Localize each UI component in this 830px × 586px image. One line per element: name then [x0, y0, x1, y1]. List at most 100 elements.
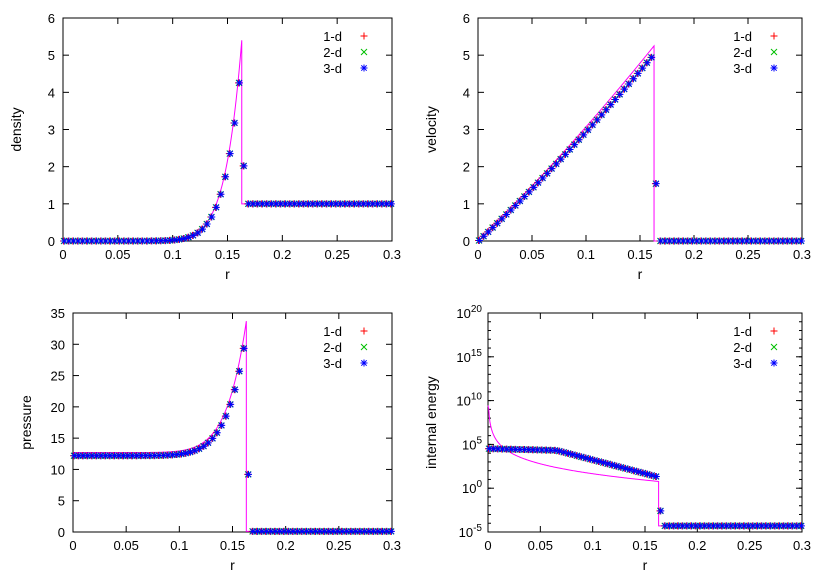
data-point	[304, 200, 312, 208]
legend-marker	[770, 64, 778, 72]
data-point	[88, 237, 96, 245]
data-point	[360, 64, 368, 72]
data-point	[586, 455, 594, 463]
y-tick-label: 0	[58, 525, 65, 540]
data-point	[346, 200, 354, 208]
y-tick-label: 6	[48, 11, 55, 26]
data-point	[604, 460, 612, 468]
data-point	[520, 446, 528, 454]
x-tick-label: 0.15	[632, 538, 657, 553]
data-point	[589, 121, 597, 129]
data-point	[370, 527, 378, 535]
data-point	[70, 237, 78, 245]
data-point	[134, 237, 142, 245]
data-point	[364, 200, 372, 208]
data-point	[598, 111, 606, 119]
y-tick-label: 1010	[456, 392, 482, 409]
data-point	[736, 522, 744, 530]
data-point	[249, 527, 257, 535]
data-point	[268, 200, 276, 208]
data-point	[360, 327, 368, 335]
legend-marker	[770, 48, 778, 56]
data-point	[490, 445, 498, 453]
data-point	[539, 174, 547, 182]
data-point	[661, 237, 669, 245]
data-point	[332, 200, 340, 208]
data-point	[245, 470, 253, 478]
data-point	[644, 470, 652, 478]
data-point	[648, 53, 656, 61]
data-point	[564, 449, 572, 457]
data-point	[286, 200, 294, 208]
data-point	[538, 446, 546, 454]
data-point	[253, 527, 261, 535]
data-point	[652, 472, 660, 480]
data-point	[666, 237, 674, 245]
data-point	[525, 188, 533, 196]
data-point	[195, 445, 203, 453]
data-point	[779, 237, 787, 245]
data-point	[725, 237, 733, 245]
data-point	[182, 449, 190, 457]
data-point	[745, 522, 753, 530]
data-point	[543, 169, 551, 177]
data-point	[258, 200, 266, 208]
data-point	[119, 452, 127, 460]
data-point	[277, 200, 285, 208]
data-point	[766, 237, 774, 245]
reference-curve	[73, 321, 392, 532]
data-point	[683, 522, 691, 530]
y-tick-label: 3	[463, 123, 470, 138]
data-point	[512, 202, 520, 210]
legend-label: 3-d	[733, 356, 752, 371]
y-tick-label: 30	[51, 337, 65, 352]
x-tick-label: 0.25	[735, 247, 760, 262]
data-point	[688, 522, 696, 530]
y-axis-label: pressure	[18, 395, 34, 450]
data-point	[573, 452, 581, 460]
data-point	[93, 237, 101, 245]
data-point	[93, 452, 101, 460]
x-axis-label: r	[638, 266, 643, 282]
y-tick-label: 10	[51, 462, 65, 477]
data-point	[133, 452, 141, 460]
data-point	[788, 237, 796, 245]
data-point	[352, 527, 360, 535]
data-point	[334, 527, 342, 535]
data-point	[648, 471, 656, 479]
data-point	[360, 359, 368, 367]
y-tick-label: 2	[48, 160, 55, 175]
legend-marker	[360, 48, 368, 56]
data-point	[710, 522, 718, 530]
data-point	[675, 237, 683, 245]
data-point	[387, 200, 395, 208]
data-point	[186, 448, 194, 456]
y-axis-label: internal energy	[423, 376, 439, 469]
data-point	[281, 200, 289, 208]
x-tick-label: 0.15	[627, 247, 652, 262]
legend-marker	[360, 32, 368, 40]
data-point	[562, 150, 570, 158]
data-point	[507, 206, 515, 214]
x-tick-label: 0.3	[383, 538, 401, 553]
data-point	[714, 522, 722, 530]
data-point	[311, 527, 319, 535]
data-point	[231, 386, 239, 394]
data-point	[475, 236, 483, 244]
data-point	[503, 210, 511, 218]
data-point	[758, 522, 766, 530]
data-point	[551, 446, 559, 454]
data-point	[580, 131, 588, 139]
data-point	[613, 462, 621, 470]
data-point	[280, 527, 288, 535]
data-point	[83, 237, 91, 245]
legend-label: 3-d	[323, 356, 342, 371]
data-point	[793, 237, 801, 245]
data-point	[602, 106, 610, 114]
y-tick-label: 5	[48, 48, 55, 63]
data-point	[341, 200, 349, 208]
data-point	[189, 231, 197, 239]
x-tick-label: 0.3	[383, 247, 401, 262]
data-point	[770, 359, 778, 367]
x-tick-label: 0.2	[277, 538, 295, 553]
